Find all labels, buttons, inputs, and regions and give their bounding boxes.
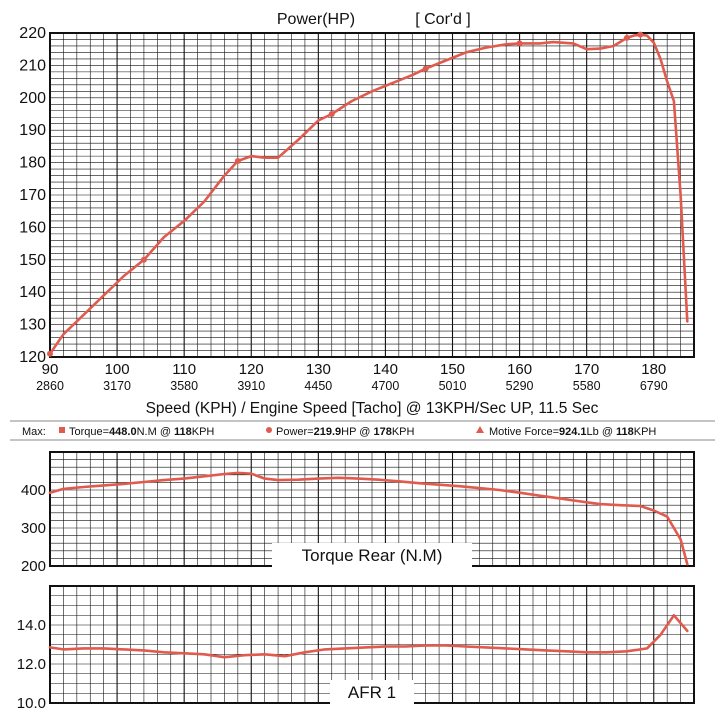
power-x-tick-label: 140 xyxy=(373,361,398,378)
torque-y-tick-label: 300 xyxy=(21,520,46,537)
afr-chart-title: AFR 1 xyxy=(348,683,396,702)
power-x-tick-label: 110 xyxy=(172,361,196,378)
torque-marker-icon xyxy=(59,427,65,433)
power-rpm-tick-label: 4450 xyxy=(304,379,332,393)
power-x-tick-label: 130 xyxy=(306,361,331,378)
power-x-tick-label: 180 xyxy=(641,361,666,378)
power-chart-title: Power(HP) xyxy=(277,11,355,28)
max-torque: Torque=448.0N.M @118KPH xyxy=(69,426,214,438)
torque-title-backdrop xyxy=(272,543,472,567)
max-bar: Max: Torque=448.0N.M @118KPH Power=219.9… xyxy=(22,426,656,438)
power-marker-icon xyxy=(266,427,272,433)
max-force: Motive Force=924.1Lb @118KPH xyxy=(489,426,656,438)
power-rpm-tick-label: 5580 xyxy=(573,379,601,393)
power-y-tick-label: 160 xyxy=(19,219,46,236)
power-x-tick-label: 170 xyxy=(574,361,599,378)
power-rpm-tick-label: 2860 xyxy=(36,379,64,393)
power-frame xyxy=(49,32,695,358)
power-y-tick-label: 210 xyxy=(19,57,46,74)
power-x-tick-label: 100 xyxy=(105,361,130,378)
power-chart-note: [ Cor'd ] xyxy=(415,11,471,28)
power-rpm-tick-label: 4700 xyxy=(372,379,400,393)
power-rpm-tick-label: 5010 xyxy=(439,379,467,393)
power-point xyxy=(623,34,630,41)
torque-axes: 200 300 400 xyxy=(21,451,695,575)
afr-curve xyxy=(48,614,689,659)
power-y-tick-label: 180 xyxy=(19,155,46,172)
power-y-tick-label: 200 xyxy=(19,90,46,107)
power-point xyxy=(328,111,335,117)
power-series-line xyxy=(48,33,689,356)
torque-chart-title: Torque Rear (N.M) xyxy=(302,546,443,565)
power-point xyxy=(234,157,241,164)
power-x-tick-label: 150 xyxy=(440,361,465,378)
power-x-axis-label: Speed (KPH) / Engine Speed [Tacho] @ 13K… xyxy=(146,400,599,417)
power-y-tick-label: 140 xyxy=(19,284,46,301)
afr-y-tick-label: 10.0 xyxy=(17,695,46,712)
force-marker-icon xyxy=(476,426,484,433)
max-power: Power=219.9HP @178KPH xyxy=(276,426,414,438)
power-curve xyxy=(47,31,689,357)
max-label: Max: xyxy=(22,426,46,438)
afr-y-tick-label: 14.0 xyxy=(17,617,46,634)
power-point xyxy=(422,65,429,72)
power-point xyxy=(637,31,644,38)
afr-title-backdrop xyxy=(330,680,414,704)
power-y-tick-label: 120 xyxy=(19,349,46,366)
torque-series-line xyxy=(48,471,689,566)
power-rpm-tick-label: 3580 xyxy=(170,379,198,393)
power-grid xyxy=(49,32,695,358)
power-x-tick-label: 160 xyxy=(507,361,532,378)
power-y-tick-label: 220 xyxy=(19,25,46,42)
power-rpm-tick-label: 3170 xyxy=(103,379,131,393)
power-rpm-tick-label: 3910 xyxy=(237,379,265,393)
power-point xyxy=(47,350,53,357)
afr-series-line xyxy=(48,614,689,659)
power-y-tick-label: 130 xyxy=(19,317,46,334)
power-rpm-tick-label: 6790 xyxy=(640,379,668,393)
power-y-tick-label: 150 xyxy=(19,252,46,269)
torque-y-tick-label: 200 xyxy=(21,558,46,575)
power-point xyxy=(140,256,147,263)
torque-curve xyxy=(48,471,689,566)
power-x-tick-label: 120 xyxy=(239,361,264,378)
power-rpm-tick-label: 5290 xyxy=(506,379,534,393)
power-y-tick-label: 190 xyxy=(19,122,46,139)
power-y-tick-label: 170 xyxy=(19,187,46,204)
afr-y-tick-label: 12.0 xyxy=(17,656,46,673)
torque-y-tick-label: 400 xyxy=(21,482,46,499)
power-point xyxy=(516,40,523,47)
power-x-tick-label: 90 xyxy=(42,361,59,378)
